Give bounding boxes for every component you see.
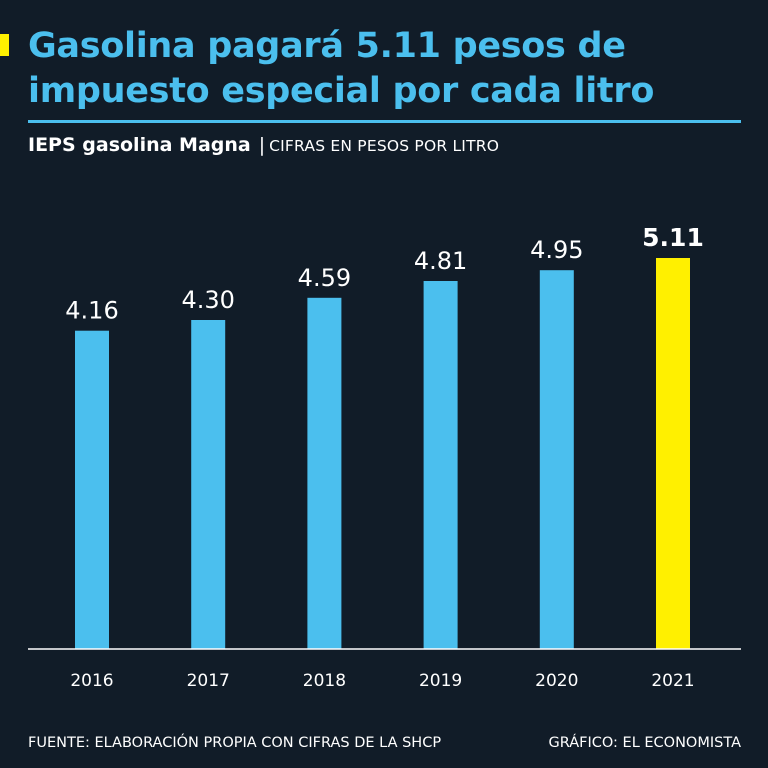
bar-2019	[423, 281, 458, 649]
value-label-2020: 4.95	[530, 236, 583, 264]
category-label-2016: 2016	[70, 671, 113, 691]
bar-2018	[307, 297, 342, 649]
chart-title: Gasolina pagará 5.11 pesos de impuesto e…	[28, 26, 655, 111]
value-label-2019: 4.81	[414, 247, 467, 275]
category-label-2018: 2018	[303, 671, 346, 691]
units-label: CIFRAS EN PESOS POR LITRO	[269, 137, 500, 155]
bar-2016	[75, 330, 109, 649]
source-note: FUENTE: ELABORACIÓN PROPIA CON CIFRAS DE…	[28, 735, 442, 751]
graphic-credit: GRÁFICO: EL ECONOMISTA	[548, 735, 742, 751]
bar-2017	[191, 320, 226, 649]
category-label-2017: 2017	[187, 671, 230, 691]
bar-2020	[539, 270, 574, 649]
value-label-2017: 4.30	[181, 286, 234, 314]
title-divider	[28, 120, 741, 123]
category-label-2021: 2021	[651, 671, 694, 691]
value-label-2016: 4.16	[65, 297, 118, 325]
chart-subtitle: IEPS gasolina Magna	[28, 134, 251, 156]
category-label-2019: 2019	[419, 671, 462, 691]
category-label-2020: 2020	[535, 671, 578, 691]
subtitle-row: IEPS gasolina Magna | CIFRAS EN PESOS POR …	[28, 134, 499, 156]
value-label-2021: 5.11	[642, 223, 704, 252]
subtitle-separator: |	[258, 134, 266, 156]
value-label-2018: 4.59	[298, 264, 351, 292]
title-accent-bar	[0, 34, 9, 56]
bar-2021	[656, 258, 690, 649]
